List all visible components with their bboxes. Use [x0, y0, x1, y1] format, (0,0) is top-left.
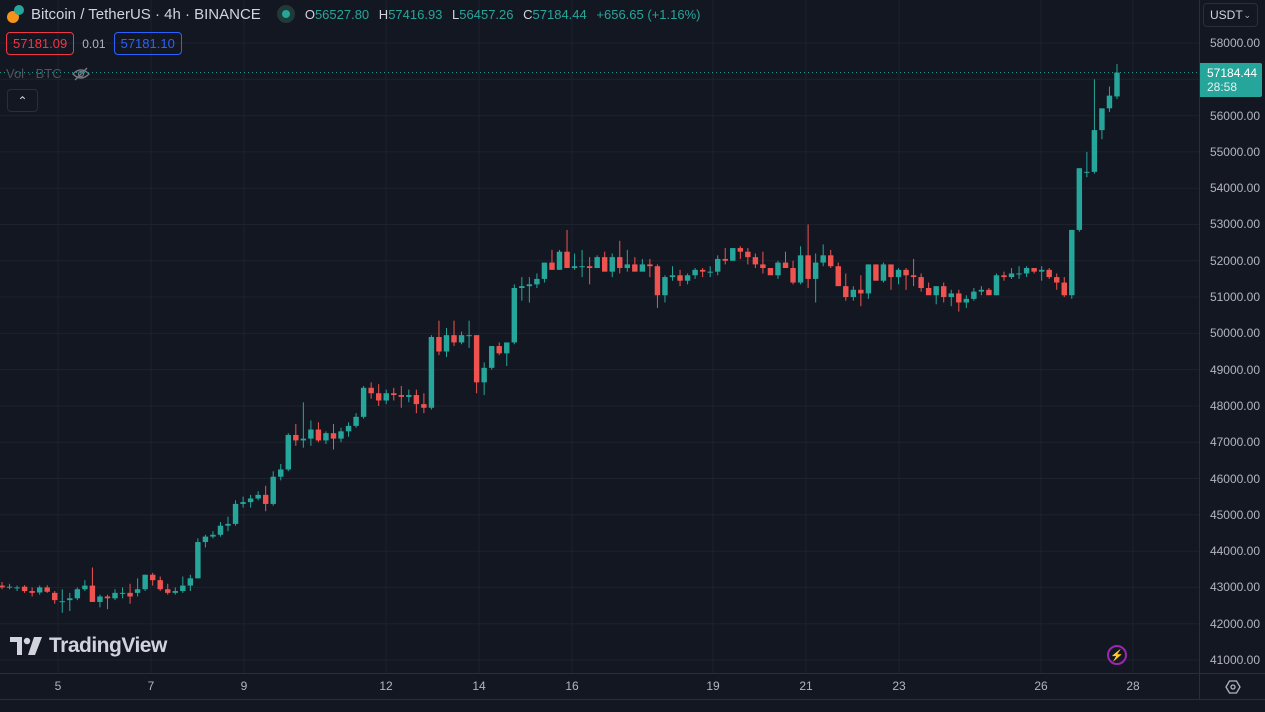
open-value: 56527.80 — [314, 6, 370, 22]
price-axis-label: 46000.00 — [1209, 471, 1260, 486]
buy-button[interactable]: 57181.10 — [113, 32, 182, 55]
tradingview-logo-text: TradingView — [49, 634, 167, 657]
price-change: +656.65 (+1.16%) — [596, 6, 701, 22]
volume-indicator-legend[interactable]: Vol · BTC — [6, 66, 90, 81]
ohlc-values: O56527.80 H57416.93 L56457.26 C57184.44 … — [305, 7, 701, 22]
time-axis-label: 19 — [706, 679, 720, 693]
price-axis-label: 51000.00 — [1209, 290, 1260, 305]
time-axis[interactable]: 5 7 9 12 14 16 19 21 23 26 28 — [0, 673, 1199, 699]
time-axis-label: 16 — [565, 679, 579, 693]
bottom-toolbar — [0, 699, 1265, 712]
price-axis-label: 47000.00 — [1209, 435, 1260, 450]
open-label: O — [304, 6, 315, 22]
collapse-legend-button[interactable]: ⌃ — [7, 89, 38, 112]
high-label: H — [378, 6, 389, 22]
currency-value: USDT — [1210, 8, 1243, 22]
price-axis-label: 41000.00 — [1209, 653, 1260, 667]
high-value: 57416.93 — [388, 6, 443, 22]
candlestick-chart[interactable] — [0, 0, 1199, 673]
eye-off-icon[interactable] — [71, 67, 90, 81]
chevron-down-icon: ⌄ — [1243, 9, 1251, 20]
symbol-title[interactable]: Bitcoin / TetherUS · 4h · BINANCE — [31, 5, 261, 23]
chart-grid — [0, 0, 1199, 673]
price-axis-label: 50000.00 — [1209, 326, 1260, 341]
time-axis-label: 28 — [1126, 679, 1140, 693]
price-axis-label: 49000.00 — [1209, 362, 1260, 377]
btc-usdt-pair-icon — [6, 4, 28, 24]
market-open-status-icon[interactable] — [276, 5, 295, 23]
price-axis-label: 45000.00 — [1209, 507, 1260, 522]
lightning-icon[interactable]: ⚡ — [1107, 645, 1127, 665]
price-axis-label: 43000.00 — [1209, 580, 1260, 595]
currency-select[interactable]: USDT ⌄ — [1203, 3, 1258, 27]
price-axis[interactable]: 58000.00 56000.00 55000.00 54000.00 53000.00… — [1199, 0, 1265, 673]
volume-label: Vol · BTC — [6, 66, 62, 81]
chart-settings-button[interactable] — [1199, 673, 1265, 699]
time-axis-label: 12 — [379, 679, 393, 693]
symbol-legend: Bitcoin / TetherUS · 4h · BINANCE O56527… — [6, 4, 700, 24]
time-axis-label: 23 — [892, 679, 906, 693]
time-axis-label: 14 — [472, 679, 486, 693]
close-value: 57184.44 — [532, 6, 587, 22]
low-value: 56457.26 — [459, 6, 514, 22]
bar-countdown: 28:58 — [1207, 80, 1238, 94]
time-axis-label: 5 — [54, 679, 62, 693]
close-label: C — [523, 6, 533, 22]
low-label: L — [452, 6, 460, 22]
price-axis-label: 55000.00 — [1209, 144, 1260, 159]
price-axis-label: 54000.00 — [1209, 181, 1260, 196]
price-axis-label: 48000.00 — [1209, 398, 1260, 413]
price-axis-label: 56000.00 — [1209, 108, 1260, 123]
time-axis-label: 21 — [799, 679, 813, 693]
time-axis-label: 9 — [240, 679, 248, 693]
settings-gear-icon — [1225, 679, 1241, 694]
spread-value: 0.01 — [82, 36, 106, 51]
current-price-value: 57184.44 — [1207, 66, 1258, 80]
tradingview-logo[interactable]: TradingView — [10, 634, 167, 658]
candles — [0, 64, 1120, 613]
price-axis-label: 42000.00 — [1209, 616, 1260, 631]
chevron-up-icon: ⌃ — [17, 93, 28, 108]
time-axis-label: 7 — [147, 679, 155, 693]
sell-button[interactable]: 57181.09 — [6, 32, 75, 55]
bid-ask-panel: 57181.09 0.01 57181.10 — [6, 32, 182, 55]
price-axis-label: 52000.00 — [1209, 253, 1260, 268]
current-price-label: 57184.44 28:58 — [1200, 63, 1262, 97]
price-axis-label: 44000.00 — [1209, 544, 1260, 559]
price-axis-label: 58000.00 — [1209, 36, 1260, 50]
tradingview-logo-icon — [10, 637, 42, 655]
price-axis-label: 53000.00 — [1209, 217, 1260, 232]
time-axis-label: 26 — [1034, 679, 1048, 693]
